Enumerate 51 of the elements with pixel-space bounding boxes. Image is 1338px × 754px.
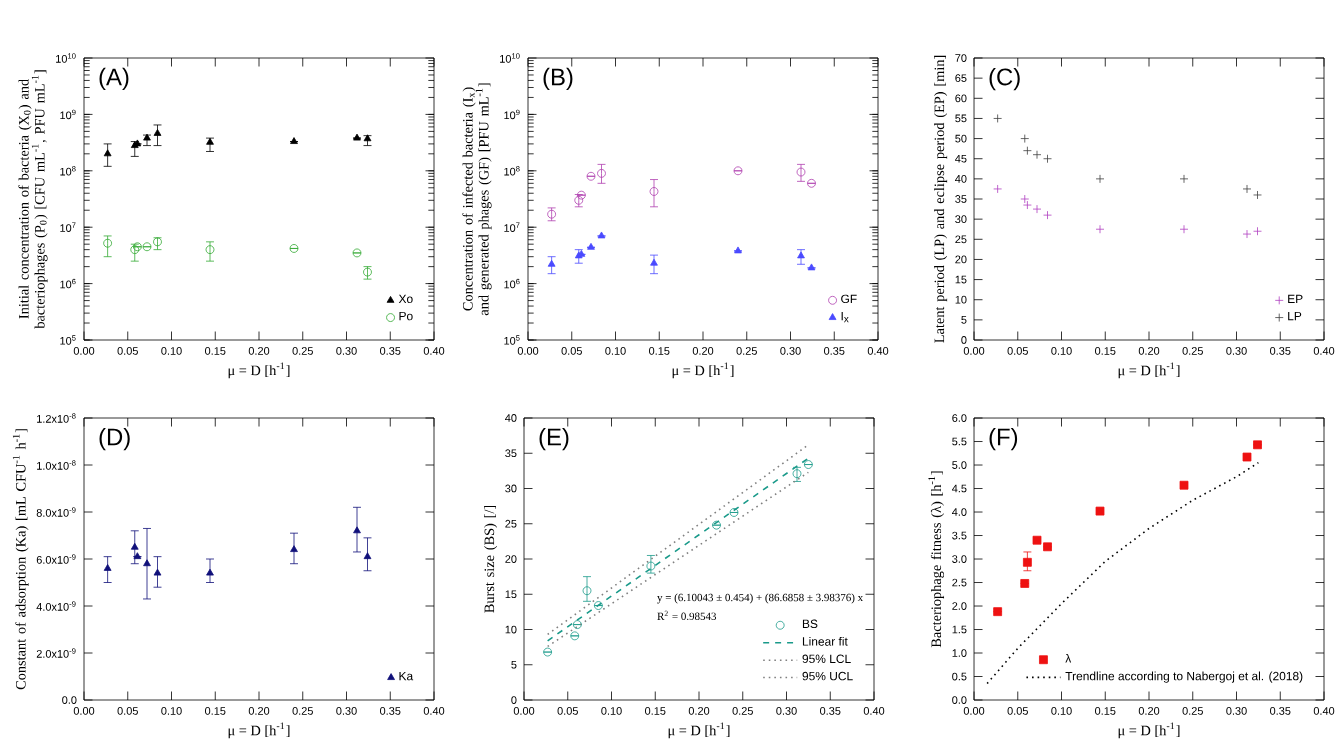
point <box>712 520 721 530</box>
point <box>153 568 162 576</box>
point <box>543 647 553 657</box>
chart-title: (D) <box>99 427 130 451</box>
chart-title: (C) <box>989 67 1020 91</box>
chart-title: (B) <box>543 67 573 91</box>
point <box>573 620 582 629</box>
point <box>597 169 606 178</box>
chart-title: (E) <box>539 427 569 451</box>
point <box>570 631 580 641</box>
point <box>1253 190 1262 200</box>
point <box>290 545 298 552</box>
point <box>586 171 596 181</box>
point <box>733 166 743 176</box>
point <box>103 564 112 571</box>
chart-title: (F) <box>989 427 1018 451</box>
point <box>153 129 162 136</box>
point <box>143 559 151 567</box>
point <box>646 561 656 571</box>
point <box>577 190 586 200</box>
point <box>205 245 215 255</box>
point <box>1242 184 1252 194</box>
line-series <box>986 461 1260 685</box>
point <box>353 526 361 534</box>
point <box>1095 224 1105 234</box>
point <box>1095 174 1105 184</box>
point <box>1179 174 1189 184</box>
point <box>103 149 112 157</box>
point <box>993 184 1003 194</box>
point <box>1023 200 1032 210</box>
point <box>1242 229 1252 239</box>
point <box>1032 150 1042 160</box>
chart-title: (A) <box>99 67 129 91</box>
point <box>206 568 214 576</box>
point <box>1020 194 1030 204</box>
point <box>363 552 372 560</box>
point <box>1043 154 1052 164</box>
point <box>796 167 806 177</box>
point <box>1043 210 1052 220</box>
point <box>1023 146 1032 156</box>
point <box>1032 204 1042 214</box>
point <box>1179 224 1189 234</box>
point <box>352 248 362 258</box>
point <box>130 542 139 550</box>
point <box>1023 557 1032 567</box>
point <box>993 114 1003 123</box>
point <box>594 601 603 610</box>
point <box>729 508 739 517</box>
point <box>289 244 299 253</box>
point <box>1253 226 1262 236</box>
point <box>1020 134 1030 143</box>
